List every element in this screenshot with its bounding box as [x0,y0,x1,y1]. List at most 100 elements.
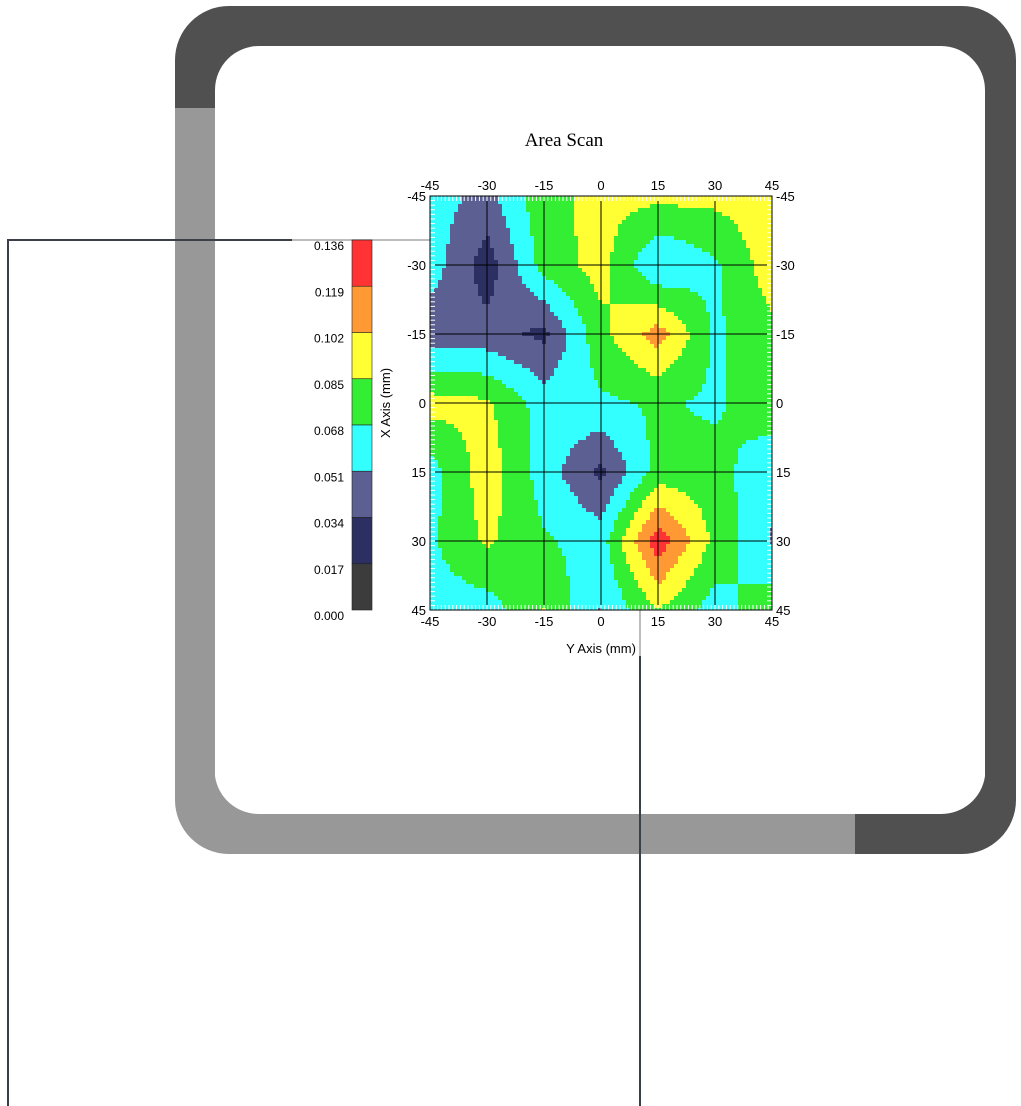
contour-cell [654,356,659,361]
contour-cell [622,340,627,345]
contour-cell [538,244,543,249]
contour-cell [446,220,451,225]
contour-cell [658,204,663,209]
contour-cell [518,284,523,289]
contour-cell [702,292,707,297]
contour-cell [610,320,615,325]
contour-cell [622,344,627,349]
contour-cell [726,352,731,357]
contour-cell [546,244,551,249]
contour-cell [658,244,663,249]
contour-cell [510,196,515,201]
contour-cell [638,412,643,417]
contour-cell [526,324,531,329]
contour-cell [490,348,495,353]
contour-cell [642,208,647,213]
contour-cell [738,336,743,341]
contour-cell [534,232,539,237]
contour-cell [754,344,759,349]
contour-cell [674,328,679,333]
contour-cell [750,316,755,321]
contour-cell [702,240,707,245]
contour-cell [442,412,447,417]
contour-cell [594,208,599,213]
contour-cell [530,316,535,321]
contour-cell [554,268,559,273]
contour-cell [450,416,455,421]
contour-cell [550,208,555,213]
contour-cell [766,236,771,241]
contour-cell [538,232,543,237]
contour-cell [430,248,435,253]
contour-cell [550,420,555,425]
contour-cell [574,408,579,413]
contour-cell [738,328,743,333]
contour-cell [458,372,463,377]
contour-cell [586,220,591,225]
contour-cell [710,368,715,373]
contour-cell [610,376,615,381]
contour-cell [486,400,491,405]
contour-cell [438,404,443,409]
contour-cell [434,364,439,369]
contour-cell [638,376,643,381]
contour-cell [594,352,599,357]
contour-cell [626,264,631,269]
contour-cell [706,240,711,245]
contour-cell [474,200,479,205]
contour-cell [730,240,735,245]
contour-cell [726,248,731,253]
contour-cell [546,292,551,297]
contour-cell [758,388,763,393]
contour-cell [510,248,515,253]
contour-cell [722,356,727,361]
contour-cell [438,232,443,237]
contour-cell [574,248,579,253]
contour-cell [566,236,571,241]
contour-cell [654,220,659,225]
contour-cell [486,356,491,361]
contour-cell [434,424,439,429]
contour-cell [738,396,743,401]
contour-cell [438,316,443,321]
contour-cell [590,412,595,417]
contour-cell [722,348,727,353]
contour-cell [450,372,455,377]
contour-cell [598,304,603,309]
contour-cell [642,320,647,325]
contour-cell [514,388,519,393]
contour-cell [462,240,467,245]
contour-cell [454,296,459,301]
contour-cell [762,392,767,397]
contour-cell [614,300,619,305]
contour-cell [594,220,599,225]
contour-cell [490,392,495,397]
contour-cell [670,292,675,297]
contour-cell [678,252,683,257]
contour-cell [510,376,515,381]
contour-cell [634,404,639,409]
contour-cell [710,392,715,397]
contour-cell [450,264,455,269]
contour-cell [430,260,435,265]
contour-cell [658,336,663,341]
contour-cell [718,308,723,313]
contour-cell [546,356,551,361]
contour-cell [702,324,707,329]
contour-cell [490,240,495,245]
contour-cell [638,220,643,225]
contour-cell [482,312,487,317]
contour-cell [462,420,467,425]
contour-cell [478,420,483,425]
contour-cell [770,292,772,297]
contour-cell [658,232,663,237]
contour-cell [454,232,459,237]
contour-cell [450,404,455,409]
contour-cell [518,268,523,273]
contour-cell [734,300,739,305]
contour-cell [622,212,627,217]
contour-cell [434,324,439,329]
contour-cell [442,272,447,277]
contour-cell [446,224,451,229]
contour-cell [658,288,663,293]
